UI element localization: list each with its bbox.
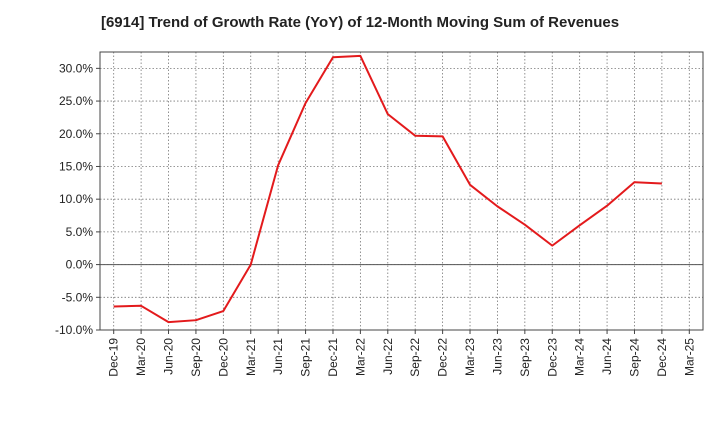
plot-frame	[99, 51, 704, 331]
x-tick-label: Dec-24	[655, 338, 669, 377]
x-tick-label: Mar-24	[573, 338, 587, 376]
x-tick-label: Jun-21	[271, 338, 285, 375]
y-tick-label: 25.0%	[59, 94, 93, 108]
x-tick-label: Sep-24	[627, 338, 641, 377]
x-tick-label: Mar-25	[682, 338, 696, 376]
x-tick-label: Jun-22	[381, 338, 395, 375]
x-tick-label: Sep-20	[189, 338, 203, 377]
x-tick-label: Mar-20	[134, 338, 148, 376]
x-tick-label: Dec-19	[107, 338, 121, 377]
y-tick-label: -5.0%	[62, 290, 94, 304]
x-tick-label: Sep-21	[299, 338, 313, 377]
y-tick-label: 5.0%	[66, 225, 94, 239]
y-tick-label: 15.0%	[59, 159, 93, 173]
y-tick-label: -10.0%	[55, 323, 93, 337]
chart-title: [6914] Trend of Growth Rate (YoY) of 12-…	[100, 14, 620, 31]
y-tick-label: 0.0%	[66, 258, 94, 272]
x-tick-label: Jun-24	[600, 338, 614, 375]
y-tick-label: 10.0%	[59, 192, 93, 206]
x-axis-tick-labels: Dec-19 Mar-20 Jun-20 Sep-20 Dec-20 Mar-21 Jun-…	[107, 338, 697, 377]
series-line	[113, 54, 662, 324]
x-tick-label: Sep-22	[408, 338, 422, 377]
x-tick-label: Mar-22	[353, 338, 367, 376]
x-tick-label: Dec-23	[545, 338, 559, 377]
y-tick-label: 20.0%	[59, 127, 93, 141]
x-tick-label: Mar-23	[463, 338, 477, 376]
x-tick-label: Dec-20	[216, 338, 230, 377]
x-tick-label: Jun-20	[162, 338, 176, 375]
x-tick-label: Dec-22	[436, 338, 450, 377]
axes	[96, 51, 704, 334]
grid	[100, 52, 703, 331]
y-axis-tick-labels: 30.0% 25.0% 20.0% 15.0% 10.0% 5.0% 0.0% -5.0% -1…	[55, 61, 93, 337]
x-tick-label: Sep-23	[518, 338, 532, 377]
x-tick-label: Jun-23	[490, 338, 504, 375]
x-tick-label: Dec-21	[326, 338, 340, 377]
series-layer	[113, 54, 662, 324]
y-tick-label: 30.0%	[59, 61, 93, 75]
x-tick-label: Mar-21	[244, 338, 258, 376]
